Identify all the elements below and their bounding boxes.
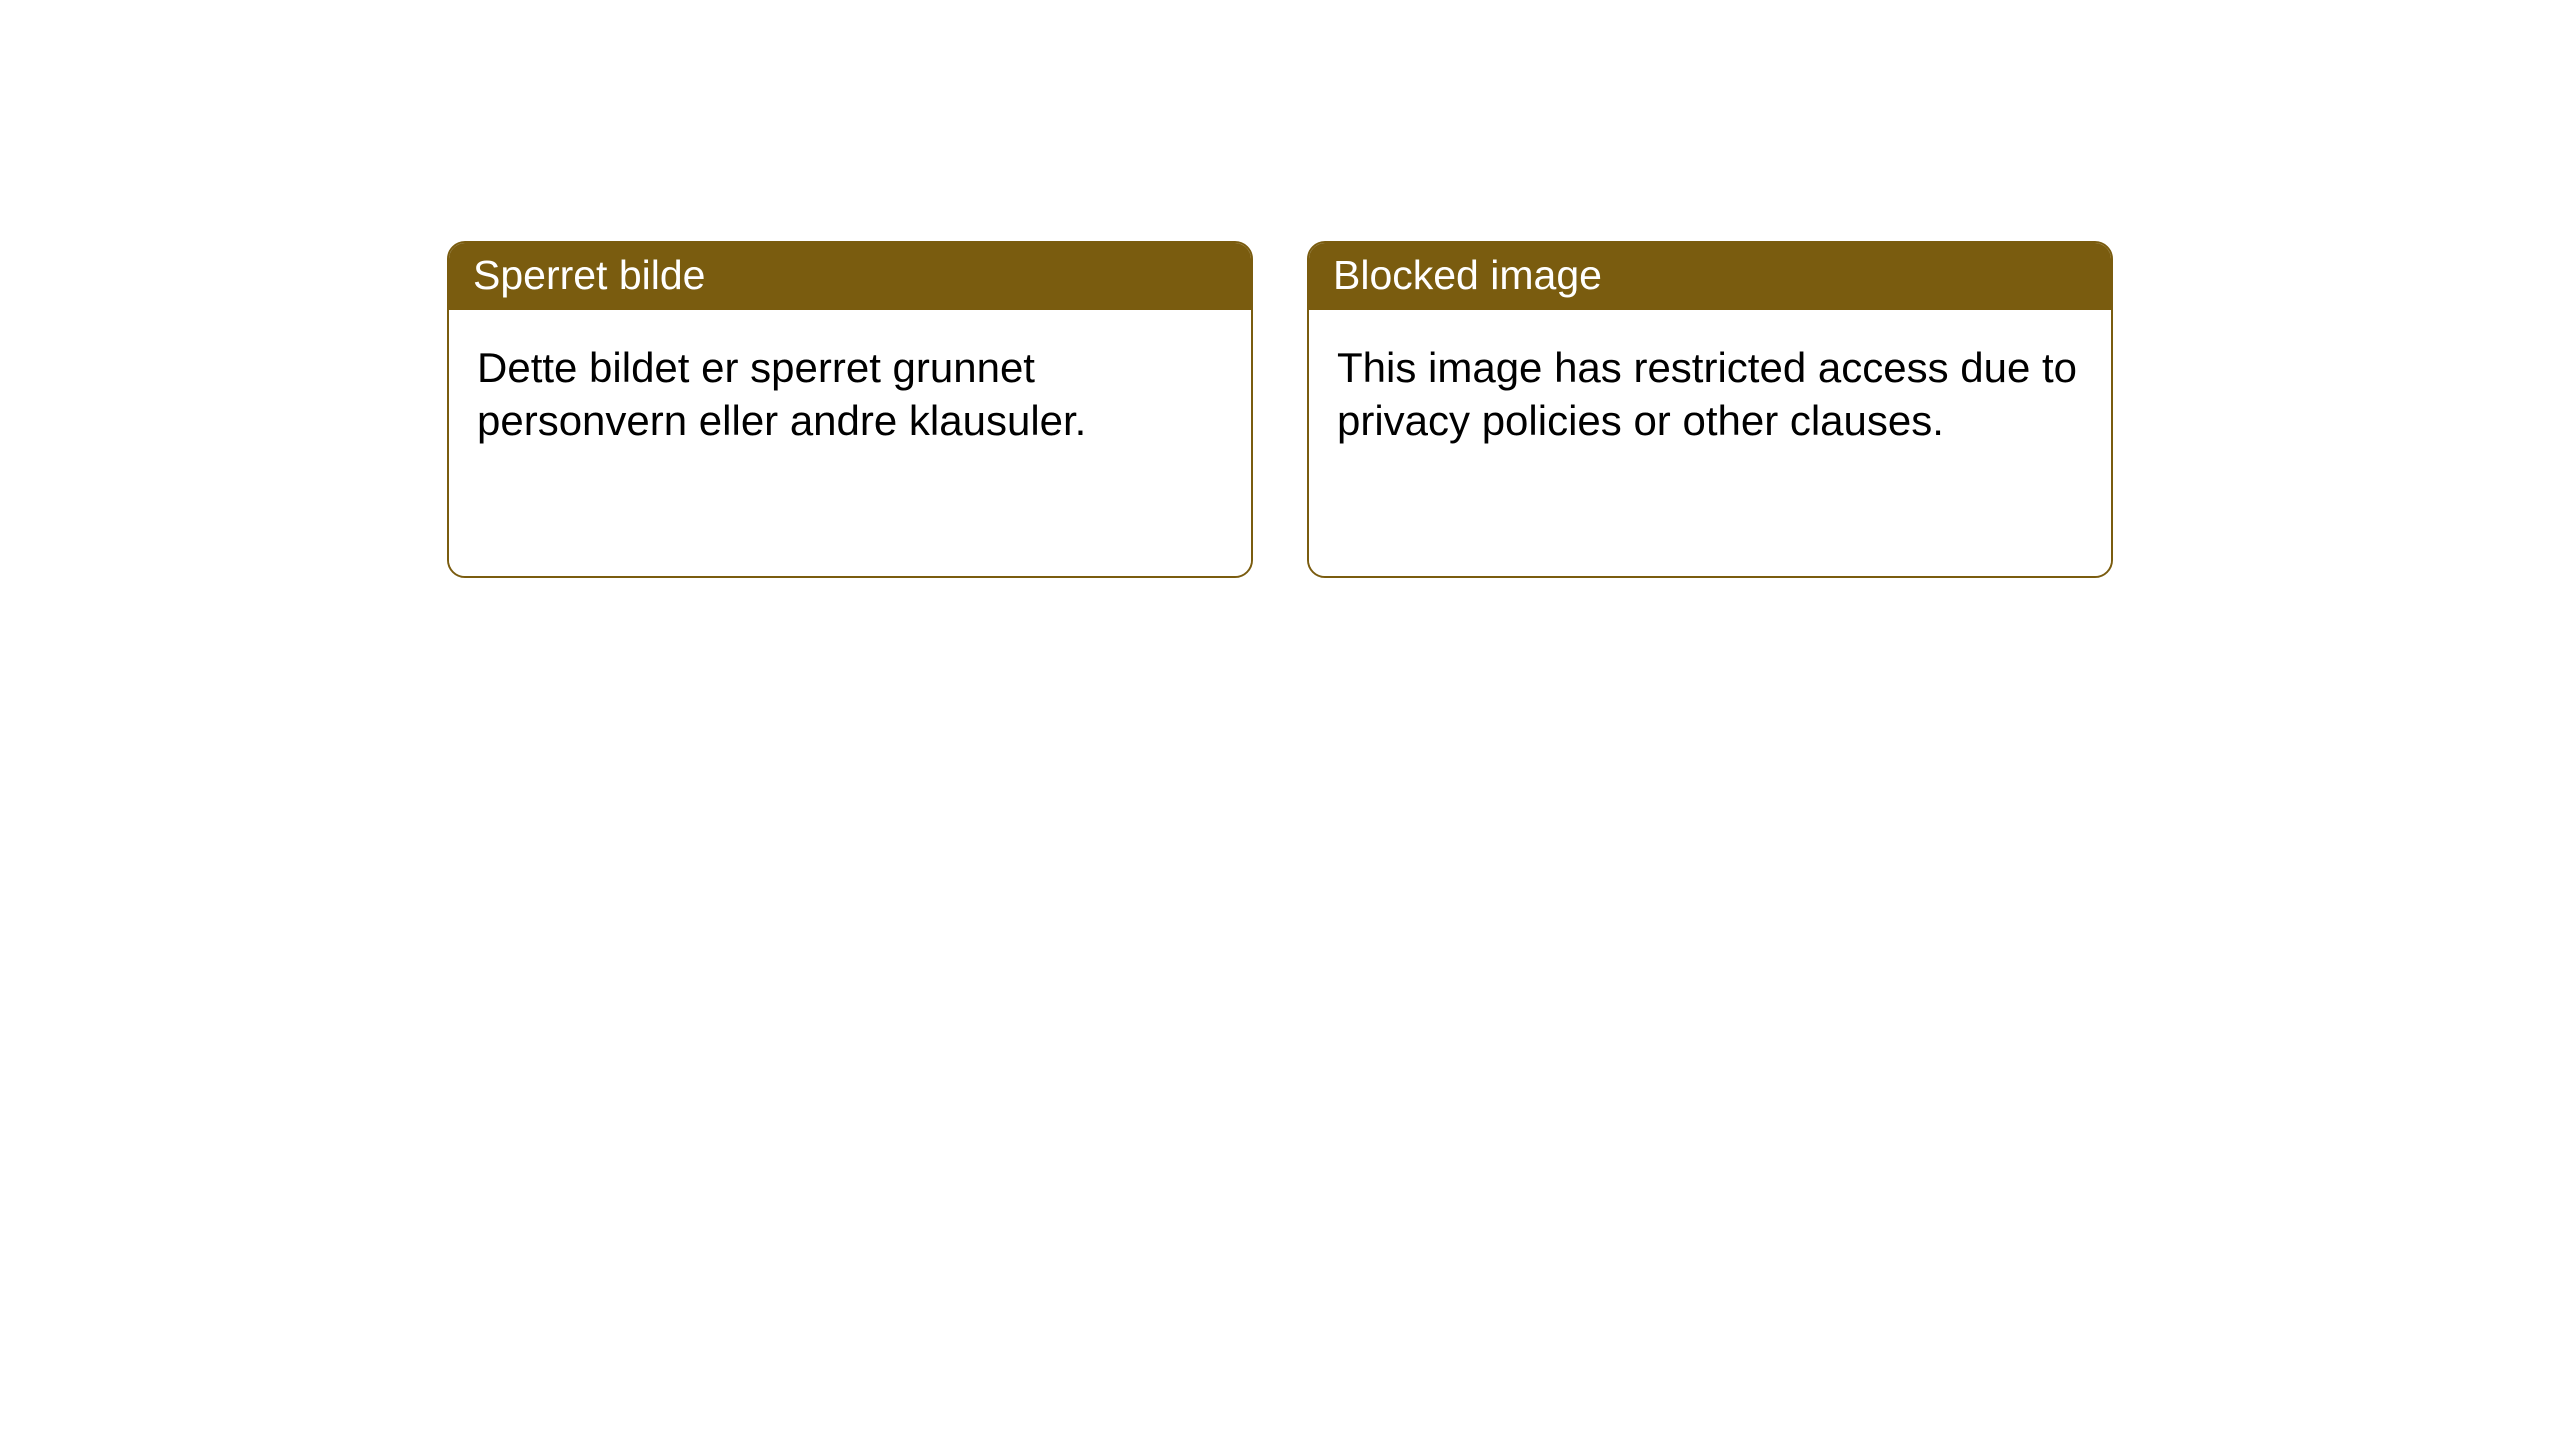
notice-header: Blocked image — [1309, 243, 2111, 310]
notice-body: This image has restricted access due to … — [1309, 310, 2111, 576]
notice-body: Dette bildet er sperret grunnet personve… — [449, 310, 1251, 576]
notice-box-norwegian: Sperret bilde Dette bildet er sperret gr… — [447, 241, 1253, 578]
notice-container: Sperret bilde Dette bildet er sperret gr… — [447, 241, 2113, 578]
notice-header: Sperret bilde — [449, 243, 1251, 310]
notice-box-english: Blocked image This image has restricted … — [1307, 241, 2113, 578]
